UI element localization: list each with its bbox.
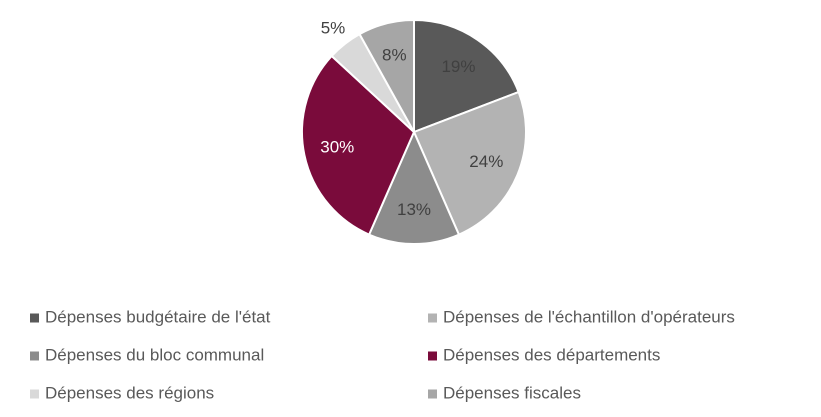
data-label: 5% (321, 18, 346, 37)
pie-slice (301, 54, 416, 236)
data-label: 30% (320, 138, 354, 157)
pie-slice (413, 18, 520, 134)
legend-swatch (30, 313, 39, 323)
data-label: 24% (469, 152, 503, 171)
legend-swatch (428, 389, 437, 399)
legend-label: Dépenses des régions (45, 383, 214, 402)
legend-label: Dépenses fiscales (443, 383, 581, 402)
legend-label: Dépenses du bloc communal (45, 345, 264, 364)
data-label: 13% (397, 200, 431, 219)
legend-swatch (30, 351, 39, 361)
legend-swatch (428, 313, 437, 323)
legend-swatch (30, 389, 39, 399)
pie-slice (367, 129, 461, 245)
legend-label: Dépenses de l'échantillon d'opérateurs (443, 307, 735, 326)
data-label: 19% (441, 57, 475, 76)
data-label: 8% (382, 46, 407, 65)
legend-label: Dépenses budgétaire de l'état (45, 307, 271, 326)
pie-slice (358, 18, 415, 136)
legend-swatch (428, 351, 437, 361)
legend-label: Dépenses des départements (443, 345, 660, 364)
pie-slice (412, 90, 527, 236)
